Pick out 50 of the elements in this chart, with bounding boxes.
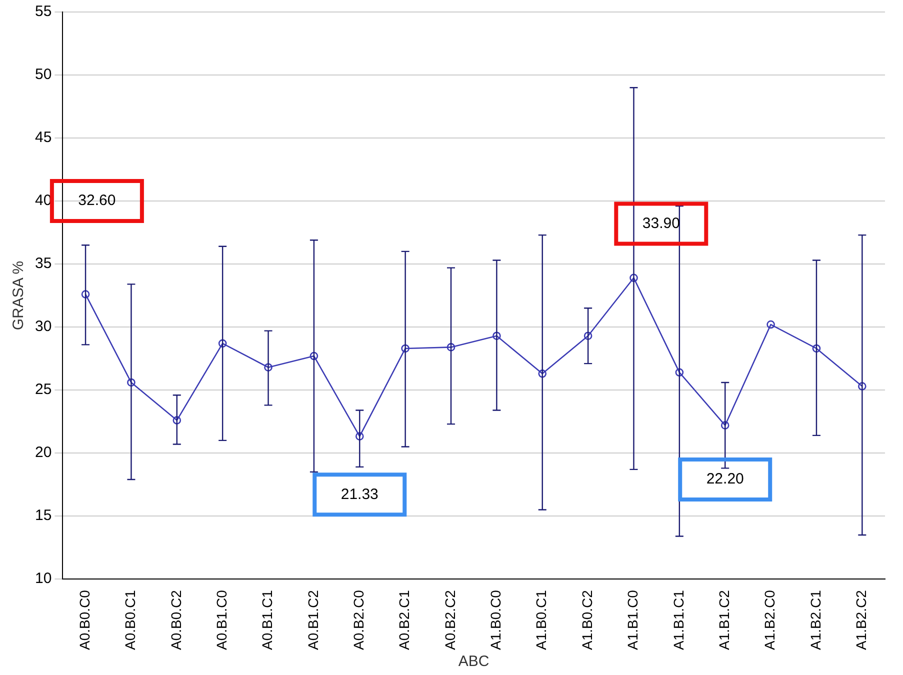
point [492, 332, 501, 340]
y-tick-label: 35 [34, 255, 52, 272]
x-tick-label: A1.B0.C0 [488, 590, 504, 650]
x-tick-label: A0.B2.C0 [350, 590, 366, 650]
y-axis-title: GRASA % [10, 260, 28, 330]
y-tick-label: 25 [34, 381, 52, 398]
x-tick-label: A1.B0.C1 [533, 590, 550, 650]
x-tick-label: A1.B1.C1 [670, 590, 686, 650]
point [218, 339, 227, 348]
point [401, 344, 410, 353]
x-tick-label: A1.B0.C2 [578, 590, 595, 650]
point [538, 370, 547, 378]
x-tick-label: A0.B1.C2 [304, 590, 321, 650]
point [310, 352, 318, 360]
y-tick-label: 15 [34, 507, 52, 524]
annotation: 21.33 [340, 486, 378, 503]
x-tick-label: A0.B0.C0 [76, 590, 92, 650]
x-tick-label: A1.B2.C2 [853, 590, 870, 650]
x-tick-label: A0.B0.C1 [122, 590, 138, 650]
x-tick-label: A0.B1.C0 [213, 590, 230, 650]
x-tick-label: A0.B0.C2 [168, 590, 184, 650]
y-tick-label: 55 [34, 3, 52, 20]
point [355, 432, 364, 440]
point [172, 416, 182, 424]
x-tick-label: A1.B2.C1 [807, 590, 824, 650]
point [81, 290, 90, 298]
y-tick-label: 50 [34, 66, 52, 84]
point [127, 378, 136, 387]
point [858, 382, 866, 390]
x-axis-title: ABC [458, 653, 490, 670]
x-tick-label: A1.B1.C0 [624, 590, 641, 650]
y-tick-label: 20 [34, 444, 52, 462]
point [630, 274, 638, 282]
y-tick-label: 10 [34, 570, 52, 588]
point [812, 344, 821, 353]
x-tick-label: A0.B1.C1 [259, 590, 276, 650]
x-tick-label: A1.B1.C2 [716, 590, 732, 650]
x-tick-label: A0.B2.C2 [442, 590, 458, 650]
point [264, 363, 272, 372]
annotation: 32.60 [78, 192, 116, 210]
point [720, 421, 730, 430]
point [584, 332, 592, 340]
point [446, 343, 456, 352]
y-tick-label: 30 [34, 318, 52, 336]
point [675, 368, 684, 377]
x-tick-label: A0.B2.C1 [396, 590, 412, 650]
y-tick-label: 45 [34, 129, 52, 146]
annotation: 22.20 [706, 470, 744, 488]
point [766, 320, 775, 329]
x-tick-label: A1.B2.C0 [762, 590, 778, 650]
